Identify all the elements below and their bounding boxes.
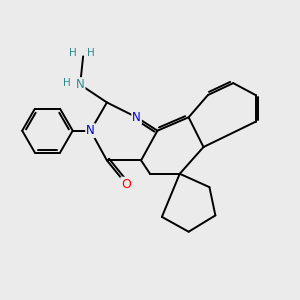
- Text: H: H: [87, 48, 94, 58]
- Text: H: H: [69, 48, 76, 58]
- Text: N: N: [76, 78, 85, 91]
- Text: O: O: [121, 178, 131, 191]
- Text: H: H: [63, 78, 71, 88]
- Text: N: N: [86, 124, 95, 137]
- Text: N: N: [132, 111, 141, 124]
